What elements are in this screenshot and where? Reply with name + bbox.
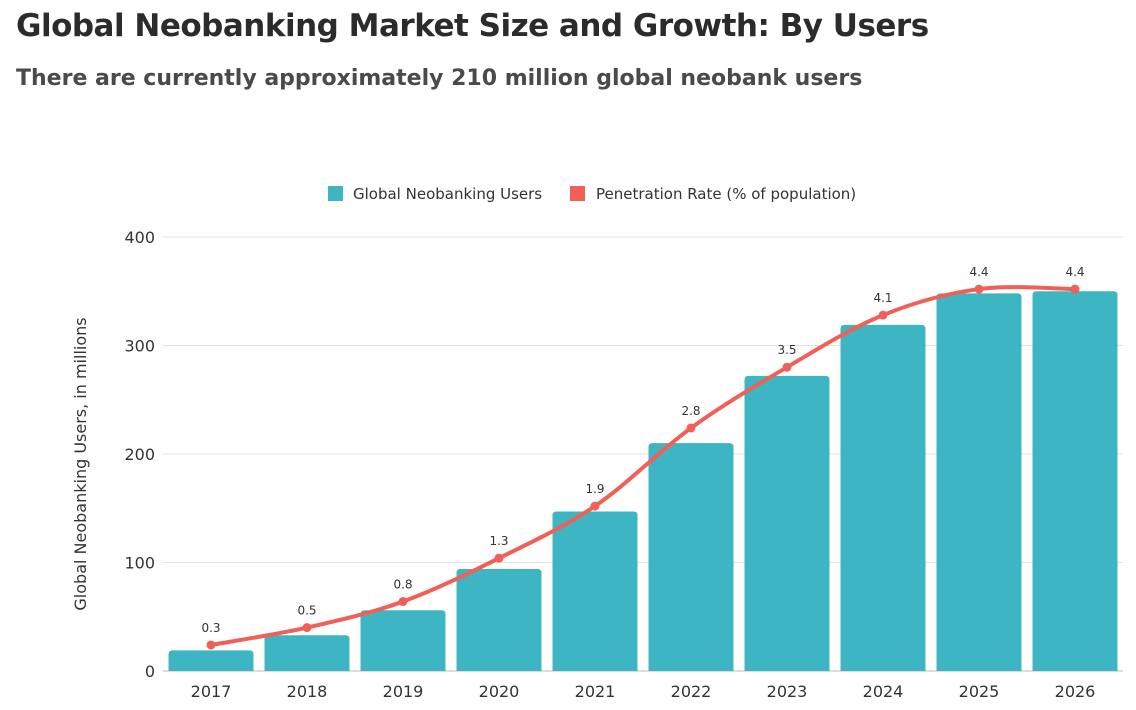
x-tick-label: 2021 [575,682,616,701]
data-label: 1.9 [585,482,604,496]
data-label: 4.1 [873,291,892,305]
data-label: 0.5 [297,604,316,618]
bar [648,443,734,671]
data-label: 3.5 [777,343,796,357]
x-tick-label: 2026 [1055,682,1096,701]
penetration-point [974,284,984,294]
x-tick-label: 2025 [959,682,1000,701]
bar [360,610,446,671]
penetration-point [494,553,504,563]
legend-label-penetration: Penetration Rate (% of population) [596,185,856,203]
bar [1032,291,1118,671]
bar [264,635,350,671]
bar [936,293,1022,671]
penetration-point [206,640,216,650]
data-label: 4.4 [969,265,988,279]
y-axis-label: Global Neobanking Users, in millions [71,317,90,610]
bar [168,650,254,671]
bar [744,375,830,671]
data-label: 2.8 [681,404,700,418]
x-tick-label: 2020 [479,682,520,701]
page-subtitle: There are currently approximately 210 mi… [16,66,863,91]
data-label: 1.3 [489,534,508,548]
penetration-point [398,597,408,607]
data-label: 0.8 [393,578,412,592]
penetration-point [782,362,792,372]
y-tick-label: 300 [124,337,155,356]
x-tick-label: 2023 [767,682,808,701]
penetration-point [590,501,600,511]
penetration-point [1070,284,1080,294]
bar [840,324,926,671]
bar [456,569,542,671]
x-tick-label: 2018 [287,682,328,701]
x-tick-label: 2024 [863,682,904,701]
penetration-point [878,310,888,320]
penetration-point [302,623,312,633]
legend-swatch-users [328,186,343,201]
data-label: 0.3 [201,621,220,635]
x-tick-label: 2019 [383,682,424,701]
x-tick-label: 2017 [191,682,232,701]
data-label: 4.4 [1065,265,1084,279]
bar [552,511,638,671]
penetration-point [686,423,696,433]
legend-swatch-penetration [570,186,585,201]
x-tick-label: 2022 [671,682,712,701]
y-tick-label: 400 [124,228,155,247]
y-tick-label: 0 [145,662,155,681]
y-tick-label: 200 [124,445,155,464]
legend: Global Neobanking Users Penetration Rate… [328,185,856,203]
page-title: Global Neobanking Market Size and Growth… [16,8,929,44]
legend-label-users: Global Neobanking Users [353,185,542,203]
y-tick-label: 100 [124,554,155,573]
penetration-line [210,285,1076,647]
